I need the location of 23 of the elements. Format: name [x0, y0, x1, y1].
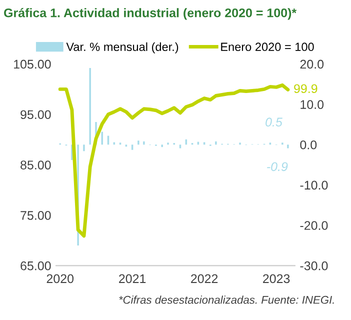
y2-tick-label: 0.0 — [300, 140, 317, 150]
data-label: 99.9 — [294, 84, 318, 94]
y2-tick-label: -20.0 — [300, 221, 328, 230]
y2-tick-label: 20.0 — [300, 60, 324, 69]
text: *Cifras desestacionalizadas. Fuente: INEGI. — [119, 296, 334, 304]
x-tick-label: 2020 — [46, 274, 74, 284]
data-label: -0.9 — [267, 162, 288, 172]
y2-tick-label: -30.0 — [300, 261, 328, 270]
y2-tick-label: 10.0 — [300, 100, 324, 109]
y-tick-label: 65.00 — [20, 261, 51, 270]
y-tick-label: 105.00 — [14, 60, 51, 69]
chart-title: Gráfica 1. Actividad industrial (enero 2020 = 100)* — [4, 8, 297, 20]
x-tick-label: 2021 — [119, 274, 146, 284]
x-tick-label: 2023 — [263, 274, 290, 284]
y-tick-label: 85.00 — [20, 160, 51, 170]
y-tick-label: 95.00 — [20, 110, 51, 120]
x-tick-label: 2022 — [191, 274, 218, 284]
y-tick-label: 75.00 — [20, 211, 51, 220]
legend-label: Var. % mensual (der.) — [66, 42, 178, 54]
y2-tick-label: -10.0 — [300, 180, 328, 190]
data-label: 0.5 — [266, 118, 282, 127]
legend-label: Enero 2020 = 100 — [221, 42, 314, 52]
line-series — [58, 83, 290, 238]
